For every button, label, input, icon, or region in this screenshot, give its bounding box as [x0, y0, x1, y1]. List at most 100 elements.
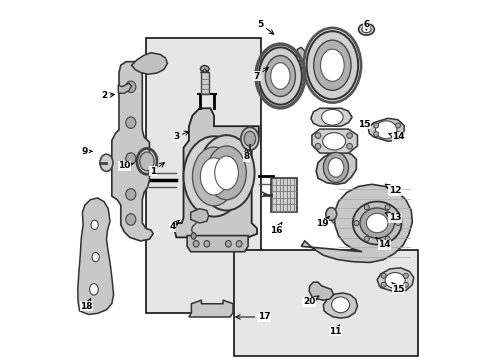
Text: 6: 6	[363, 19, 369, 30]
Ellipse shape	[352, 202, 401, 244]
Text: 12: 12	[385, 184, 401, 195]
Ellipse shape	[200, 158, 227, 195]
Polygon shape	[78, 198, 113, 315]
Bar	[201, 72, 208, 94]
Ellipse shape	[125, 117, 136, 129]
Text: 15: 15	[358, 120, 370, 129]
Text: 7: 7	[253, 68, 268, 81]
Ellipse shape	[373, 123, 378, 128]
Ellipse shape	[364, 237, 368, 242]
Ellipse shape	[327, 158, 343, 177]
Ellipse shape	[258, 47, 301, 105]
Ellipse shape	[125, 214, 136, 225]
Ellipse shape	[203, 240, 209, 247]
Text: 9: 9	[81, 147, 92, 156]
Ellipse shape	[206, 146, 246, 200]
Ellipse shape	[323, 152, 348, 183]
Text: 15: 15	[391, 283, 404, 294]
Ellipse shape	[91, 220, 98, 229]
Ellipse shape	[193, 240, 199, 247]
Text: 17: 17	[235, 312, 270, 321]
Ellipse shape	[373, 132, 378, 136]
Ellipse shape	[244, 131, 255, 146]
Ellipse shape	[225, 240, 231, 247]
Text: 19: 19	[316, 216, 328, 228]
Ellipse shape	[395, 221, 400, 226]
Bar	[270, 178, 296, 212]
Ellipse shape	[313, 40, 350, 90]
Polygon shape	[311, 129, 357, 153]
Ellipse shape	[314, 143, 320, 149]
Ellipse shape	[314, 133, 320, 138]
Ellipse shape	[100, 154, 113, 171]
Ellipse shape	[380, 273, 386, 278]
Ellipse shape	[346, 143, 352, 149]
Polygon shape	[301, 184, 411, 262]
Text: 3: 3	[173, 131, 188, 141]
Polygon shape	[296, 47, 304, 62]
Ellipse shape	[265, 55, 295, 96]
Ellipse shape	[125, 153, 136, 164]
Ellipse shape	[380, 282, 386, 287]
Polygon shape	[188, 300, 233, 317]
Ellipse shape	[198, 135, 254, 211]
Ellipse shape	[395, 123, 400, 128]
Ellipse shape	[359, 208, 394, 238]
Ellipse shape	[92, 252, 99, 262]
Bar	[233, 250, 418, 356]
Ellipse shape	[270, 63, 289, 89]
Polygon shape	[316, 151, 356, 184]
Text: 14: 14	[375, 238, 390, 249]
Polygon shape	[118, 83, 131, 93]
Ellipse shape	[364, 205, 368, 210]
Ellipse shape	[200, 66, 208, 72]
Text: 4: 4	[169, 220, 179, 231]
Text: 16: 16	[270, 222, 283, 235]
Text: 5: 5	[257, 19, 273, 34]
Ellipse shape	[361, 26, 370, 33]
Text: 1: 1	[150, 163, 164, 176]
Ellipse shape	[321, 109, 343, 125]
Ellipse shape	[183, 136, 244, 217]
Ellipse shape	[140, 152, 154, 171]
Ellipse shape	[403, 282, 407, 287]
Ellipse shape	[191, 233, 196, 239]
Ellipse shape	[236, 240, 242, 247]
Ellipse shape	[214, 156, 238, 190]
Ellipse shape	[384, 273, 405, 288]
Text: 14: 14	[388, 132, 404, 141]
Polygon shape	[131, 53, 167, 74]
Ellipse shape	[192, 147, 235, 206]
Text: 18: 18	[81, 298, 93, 311]
Ellipse shape	[366, 213, 387, 233]
Ellipse shape	[125, 189, 136, 200]
Ellipse shape	[375, 121, 396, 139]
Ellipse shape	[346, 133, 352, 138]
Polygon shape	[308, 282, 333, 300]
Ellipse shape	[353, 221, 358, 226]
Ellipse shape	[358, 24, 373, 35]
Text: 11: 11	[328, 325, 341, 336]
Polygon shape	[190, 209, 208, 223]
Ellipse shape	[89, 284, 98, 295]
Polygon shape	[367, 118, 403, 141]
Ellipse shape	[403, 273, 407, 278]
Ellipse shape	[322, 133, 345, 150]
Polygon shape	[174, 108, 258, 237]
Text: 13: 13	[385, 213, 401, 222]
Ellipse shape	[384, 205, 389, 210]
Polygon shape	[187, 235, 247, 252]
Polygon shape	[310, 108, 351, 126]
Text: 10: 10	[118, 161, 134, 170]
Ellipse shape	[395, 132, 400, 136]
Ellipse shape	[320, 49, 344, 81]
Text: 2: 2	[101, 91, 114, 100]
Text: 20: 20	[302, 296, 318, 306]
Ellipse shape	[384, 237, 389, 242]
Polygon shape	[323, 293, 357, 318]
Ellipse shape	[241, 127, 258, 150]
Bar	[145, 39, 260, 313]
Polygon shape	[376, 268, 413, 292]
Polygon shape	[112, 62, 153, 241]
Ellipse shape	[325, 208, 336, 221]
